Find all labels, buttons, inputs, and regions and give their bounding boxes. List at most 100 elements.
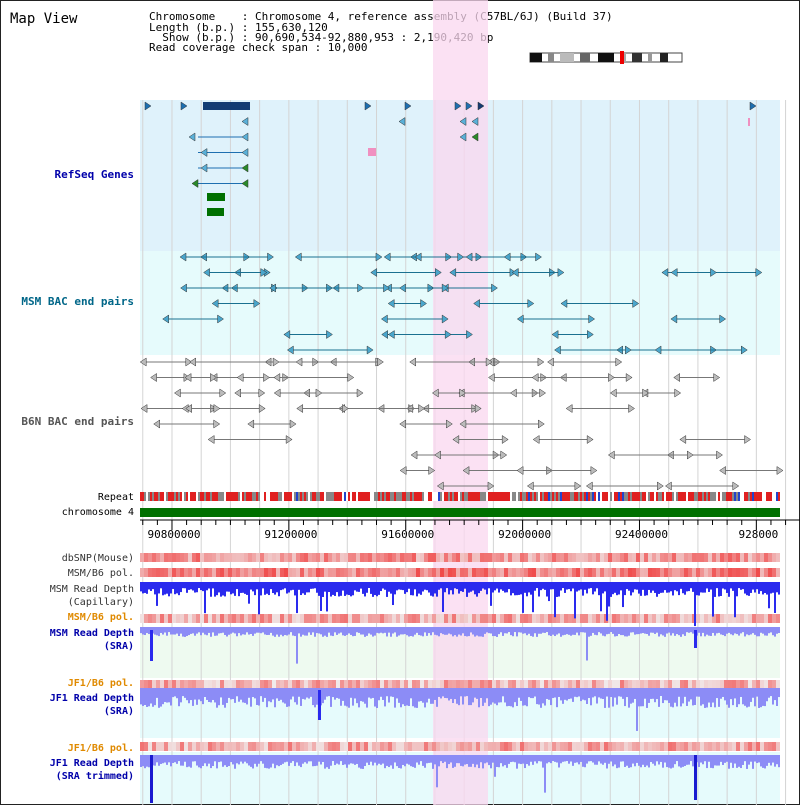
pol-cell bbox=[236, 742, 240, 751]
snp-cell bbox=[416, 553, 420, 562]
depth-bar bbox=[586, 582, 588, 594]
depth-bar bbox=[400, 688, 402, 708]
snp-cell bbox=[376, 553, 380, 562]
repeat-cell bbox=[484, 492, 486, 501]
depth-bar bbox=[332, 755, 334, 762]
depth-bar bbox=[510, 627, 512, 636]
coverage-rows[interactable] bbox=[140, 553, 780, 803]
repeat-cell bbox=[734, 492, 736, 501]
depth-bar bbox=[438, 582, 440, 590]
depth-bar bbox=[542, 582, 544, 589]
pol-cell bbox=[188, 568, 192, 577]
depth-bar bbox=[716, 755, 718, 766]
bac-end-arrow bbox=[459, 388, 466, 398]
pol-cell bbox=[600, 568, 604, 577]
bac-end-arrow bbox=[687, 450, 694, 460]
pol-cell bbox=[384, 742, 388, 751]
depth-bar bbox=[380, 627, 382, 633]
depth-bar bbox=[730, 688, 732, 700]
snp-cell bbox=[732, 553, 736, 562]
snp-cell bbox=[352, 553, 356, 562]
depth-bar bbox=[372, 627, 374, 637]
depth-bar bbox=[612, 627, 614, 634]
depth-bar bbox=[328, 688, 330, 697]
depth-bar bbox=[440, 627, 442, 634]
bac-end-arrow bbox=[273, 388, 281, 398]
depth-bar bbox=[630, 755, 632, 768]
bac-end-arrow bbox=[466, 330, 473, 339]
depth-bar bbox=[546, 688, 548, 699]
depth-bar bbox=[194, 755, 196, 762]
depth-bar bbox=[620, 688, 622, 697]
pol-cell bbox=[424, 568, 428, 577]
depth-bar bbox=[158, 688, 160, 708]
pol-cell bbox=[224, 614, 228, 623]
depth-bar bbox=[510, 755, 512, 763]
depth-bar bbox=[364, 627, 366, 637]
snp-cell bbox=[312, 553, 316, 562]
b6n-bac-features[interactable] bbox=[139, 357, 784, 491]
chromosome-ideogram[interactable] bbox=[529, 51, 683, 64]
depth-bar bbox=[292, 755, 294, 762]
depth-bar bbox=[630, 582, 632, 596]
depth-bar bbox=[182, 582, 184, 589]
depth-bar bbox=[248, 688, 250, 698]
depth-bar bbox=[426, 627, 428, 636]
repeat-cell bbox=[714, 492, 716, 501]
depth-bar bbox=[512, 688, 514, 708]
pol-cell bbox=[356, 614, 360, 623]
pol-cell bbox=[680, 568, 684, 577]
depth-bar bbox=[624, 582, 626, 596]
snp-cell bbox=[524, 553, 528, 562]
depth-bar bbox=[500, 755, 502, 764]
bac-end-arrow bbox=[547, 357, 554, 367]
highlight-region[interactable] bbox=[433, 0, 488, 805]
depth-bar bbox=[140, 627, 142, 634]
snp-cell bbox=[240, 553, 244, 562]
snp-cell bbox=[388, 553, 392, 562]
depth-bar bbox=[426, 688, 428, 703]
pol-cell bbox=[756, 742, 760, 751]
depth-bar bbox=[488, 755, 490, 766]
snp-cell bbox=[144, 553, 148, 562]
refseq-features[interactable] bbox=[144, 101, 757, 216]
depth-bar bbox=[202, 688, 204, 705]
repeat-cell bbox=[260, 492, 262, 501]
depth-bar bbox=[200, 627, 202, 636]
depth-bar bbox=[230, 627, 232, 634]
snp-cell bbox=[204, 553, 208, 562]
depth-bar bbox=[220, 755, 222, 762]
pol-cell bbox=[172, 568, 176, 577]
depth-bar bbox=[644, 688, 646, 699]
repeat-cell bbox=[668, 492, 670, 501]
depth-bar bbox=[234, 755, 236, 769]
pol-cell bbox=[280, 614, 284, 623]
pol-cell bbox=[448, 680, 452, 688]
chromosome-bar[interactable] bbox=[140, 508, 780, 517]
depth-bar bbox=[598, 688, 600, 698]
pol-cell bbox=[280, 742, 284, 751]
depth-bar bbox=[712, 688, 714, 703]
depth-bar bbox=[648, 627, 650, 636]
depth-bar bbox=[774, 755, 776, 767]
depth-bar bbox=[738, 688, 740, 705]
snp-cell bbox=[484, 553, 488, 562]
msm-bac-features[interactable] bbox=[162, 252, 763, 355]
repeat-track[interactable] bbox=[140, 492, 780, 501]
depth-bar bbox=[682, 755, 684, 767]
bac-end-arrow bbox=[625, 373, 633, 382]
depth-bar bbox=[602, 755, 604, 765]
depth-bar bbox=[654, 582, 656, 593]
bac-end-arrow bbox=[296, 404, 304, 413]
pol-cell bbox=[184, 614, 188, 623]
depth-bar bbox=[312, 755, 314, 767]
pol-cell bbox=[396, 568, 400, 577]
pol-cell bbox=[316, 568, 320, 577]
bac-end-arrow bbox=[203, 268, 210, 277]
pol-cell bbox=[292, 568, 296, 577]
depth-bar bbox=[456, 627, 458, 637]
snp-cell bbox=[324, 553, 328, 562]
depth-bar bbox=[664, 582, 666, 591]
depth-bar bbox=[394, 755, 396, 763]
